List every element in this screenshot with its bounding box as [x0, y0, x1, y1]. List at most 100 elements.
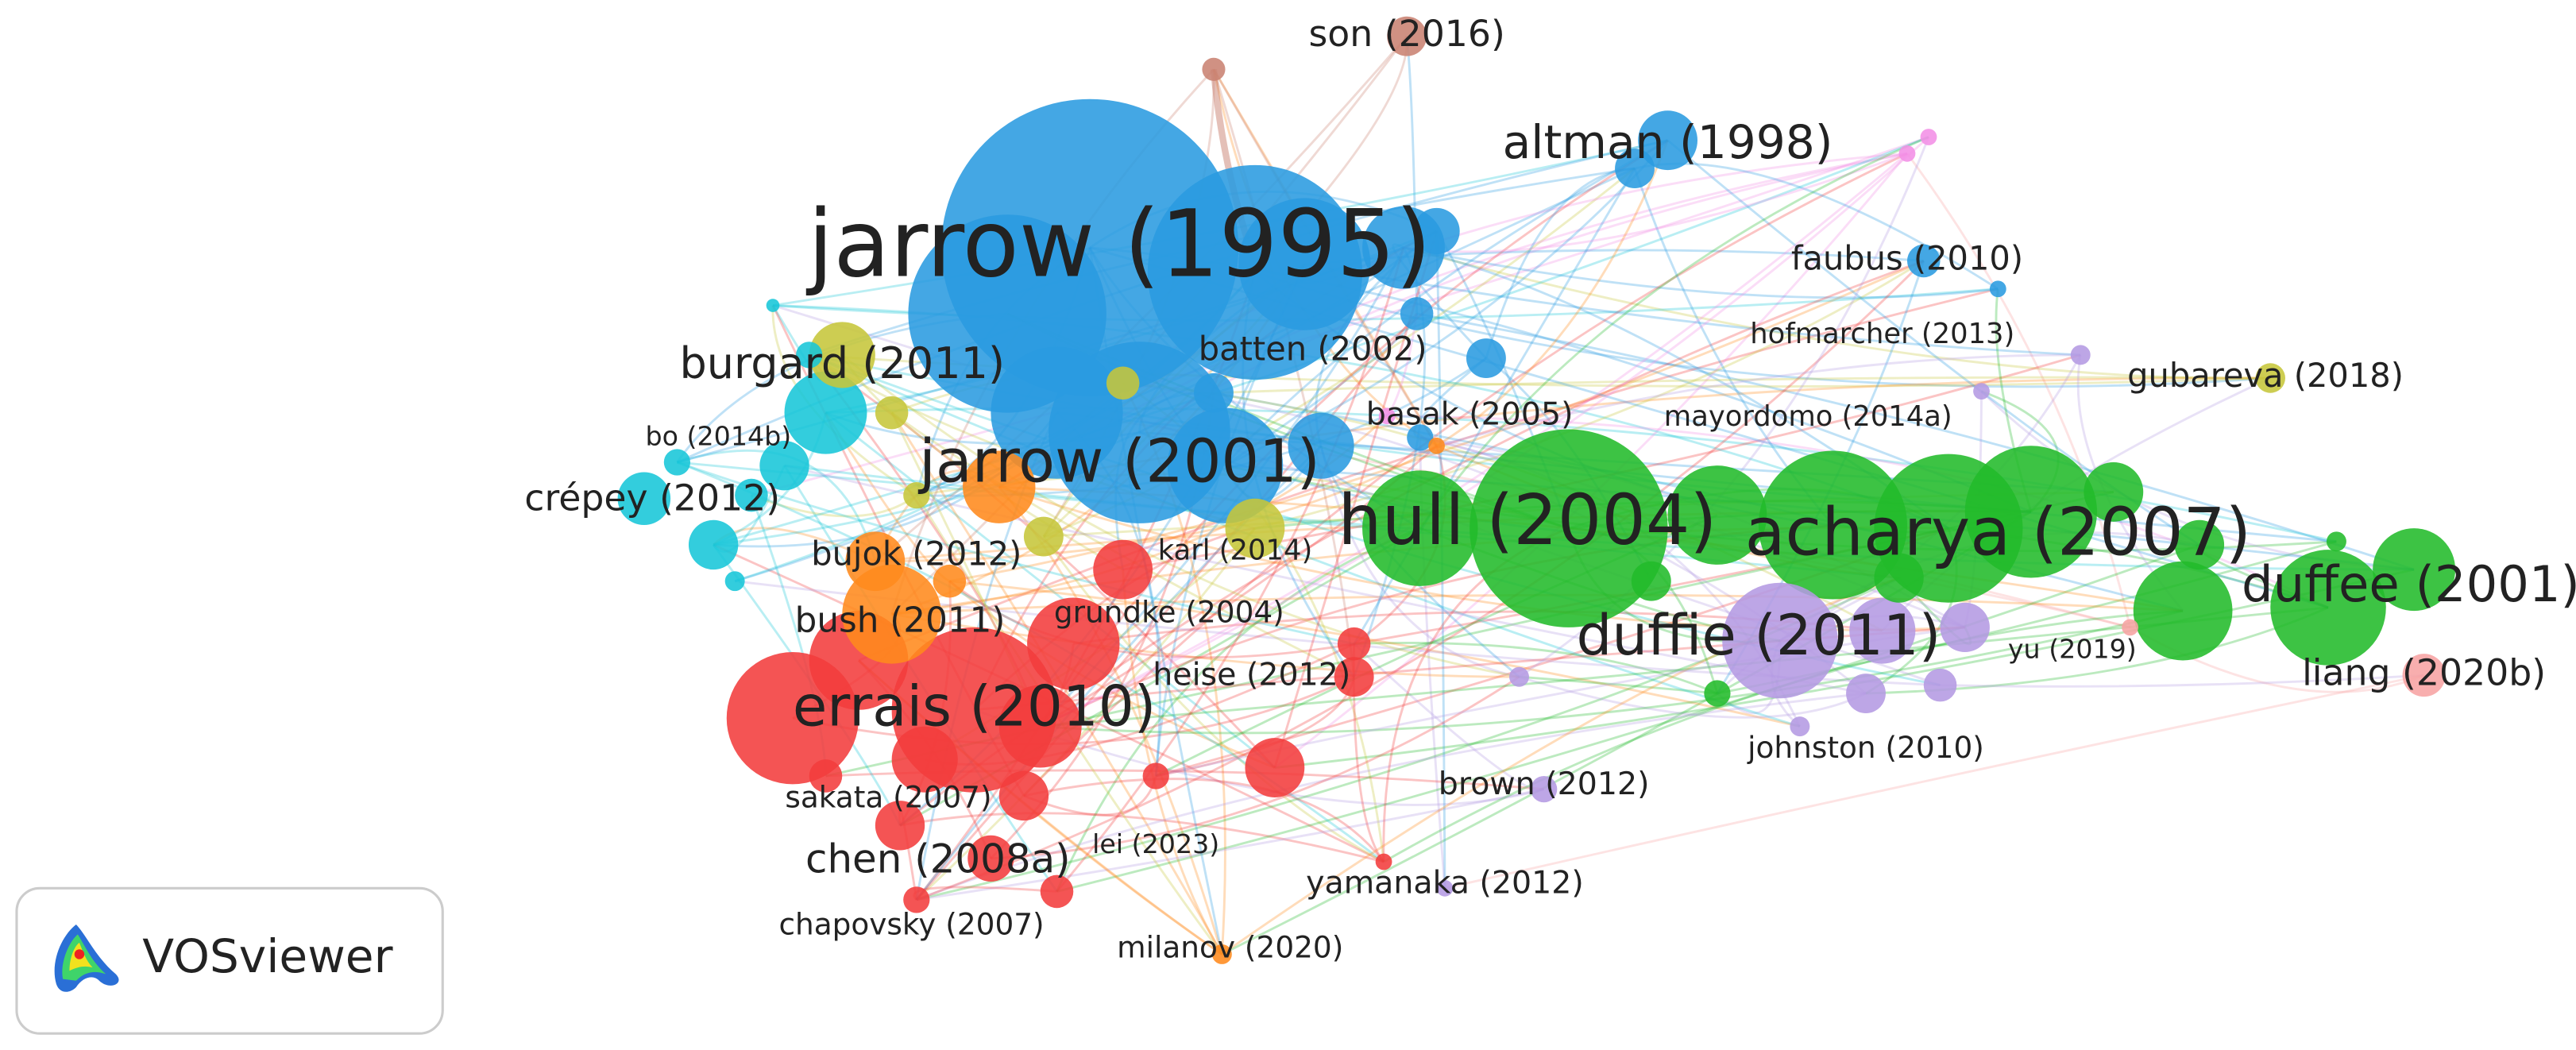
node-bubble	[998, 770, 1049, 821]
node-bubble	[875, 396, 909, 430]
node-label: duffie (2011)	[1576, 602, 1941, 668]
node-bubble	[1375, 853, 1392, 870]
node-bubble	[1790, 716, 1810, 737]
edge	[841, 353, 1520, 678]
node-bubble	[766, 299, 780, 312]
node-bubble	[1638, 110, 1697, 171]
node-label: duffee (2001)	[2242, 555, 2576, 613]
node-bubble	[1378, 407, 1396, 425]
node-bubble	[1225, 498, 1285, 558]
node-label: heise (2012)	[1153, 657, 1350, 693]
node-bubble	[2255, 363, 2285, 393]
node-bubble	[2084, 462, 2144, 522]
node-bubble	[1023, 516, 1064, 557]
edge	[1224, 139, 1669, 467]
node-bubble	[875, 801, 925, 851]
node-label: lei (2023)	[1092, 828, 1219, 859]
node-bubble	[1906, 244, 1941, 278]
node-bubble	[1874, 553, 1924, 603]
node-bubble	[784, 371, 867, 454]
edge	[1039, 139, 1669, 728]
node-label: hull (2004)	[1338, 480, 1717, 561]
edge	[1040, 152, 1908, 728]
node-bubble	[1436, 879, 1454, 897]
node-bubble	[963, 450, 1036, 523]
node-bubble	[1920, 129, 1937, 145]
edge	[1042, 535, 1385, 863]
node-bubble	[1470, 429, 1668, 627]
edge	[1416, 312, 2415, 571]
node-label: burgard (2011)	[679, 338, 1005, 388]
node-label: basak (2005)	[1366, 396, 1574, 432]
edge	[1023, 778, 1385, 863]
node-bubble	[1245, 738, 1305, 797]
node-label: faubus (2010)	[1791, 238, 2023, 277]
node-bubble	[663, 449, 691, 476]
edge	[1940, 674, 2424, 688]
edge	[875, 444, 1438, 563]
node-label: mayordomo (2014a)	[1664, 400, 1952, 433]
node-bubble	[1106, 366, 1140, 400]
edge	[858, 288, 1999, 662]
node-bubble	[1413, 207, 1460, 255]
edge	[1485, 167, 1636, 359]
edge	[916, 260, 1925, 901]
node-label: johnston (2010)	[1747, 730, 1984, 765]
node-label: sakata (2007)	[785, 780, 991, 815]
node-bubble	[759, 440, 809, 491]
node-bubble	[1704, 680, 1731, 707]
node-label: son (2016)	[1308, 13, 1504, 55]
node-bubble	[1027, 597, 1120, 690]
node-bubble	[1238, 198, 1371, 330]
node-bubble	[1846, 674, 1886, 713]
node-bubble	[1387, 16, 1427, 56]
node-label: bo (2014b)	[646, 420, 792, 451]
node-bubble	[1615, 149, 1655, 188]
edge	[1056, 543, 2200, 893]
edge	[1435, 140, 1669, 447]
node-bubble	[617, 472, 671, 525]
node-label: grundke (2004)	[1054, 595, 1284, 630]
logo-frame	[15, 886, 444, 1035]
node-bubble	[2270, 550, 2386, 666]
edge	[1319, 445, 1520, 678]
node-bubble	[1093, 539, 1153, 600]
edge	[1519, 675, 1718, 695]
node-bubble	[1202, 57, 1226, 81]
edge	[1273, 230, 1438, 768]
node-bubble	[1898, 145, 1916, 162]
node-label: karl (2014)	[1158, 534, 1313, 566]
logo-text: VOSviewer	[142, 929, 392, 983]
edge	[1213, 376, 2271, 395]
edge	[1056, 247, 1405, 893]
node-bubble	[1337, 627, 1371, 661]
node-bubble	[845, 531, 906, 592]
node-label: acharya (2007)	[1745, 493, 2251, 570]
bubbles	[617, 16, 2456, 964]
node-bubble	[735, 478, 768, 512]
node-bubble	[1428, 437, 1445, 454]
edge	[890, 411, 1355, 678]
node-bubble	[2133, 561, 2233, 661]
node-bubble	[2174, 519, 2225, 570]
edge	[916, 692, 1867, 901]
node-bubble	[1142, 762, 1169, 789]
node-label: bush (2011)	[795, 600, 1006, 641]
node-label: liang (2020b)	[2302, 652, 2546, 694]
node-bubble	[1531, 775, 1558, 803]
node-bubble	[1940, 602, 1990, 653]
node-bubble	[1923, 668, 1957, 702]
node-bubble	[903, 886, 930, 913]
node-label: jarrow (2001)	[917, 427, 1320, 496]
edge	[751, 136, 1929, 496]
edge	[1254, 260, 1925, 530]
node-bubble	[796, 342, 823, 369]
node-label: brown (2012)	[1439, 766, 1650, 802]
node-bubble	[1362, 470, 1478, 586]
node-label: chapovsky (2007)	[778, 907, 1044, 942]
edge	[1040, 609, 2184, 735]
node-bubble	[1040, 874, 1074, 909]
edge	[677, 461, 1899, 579]
node-bubble	[809, 759, 843, 793]
